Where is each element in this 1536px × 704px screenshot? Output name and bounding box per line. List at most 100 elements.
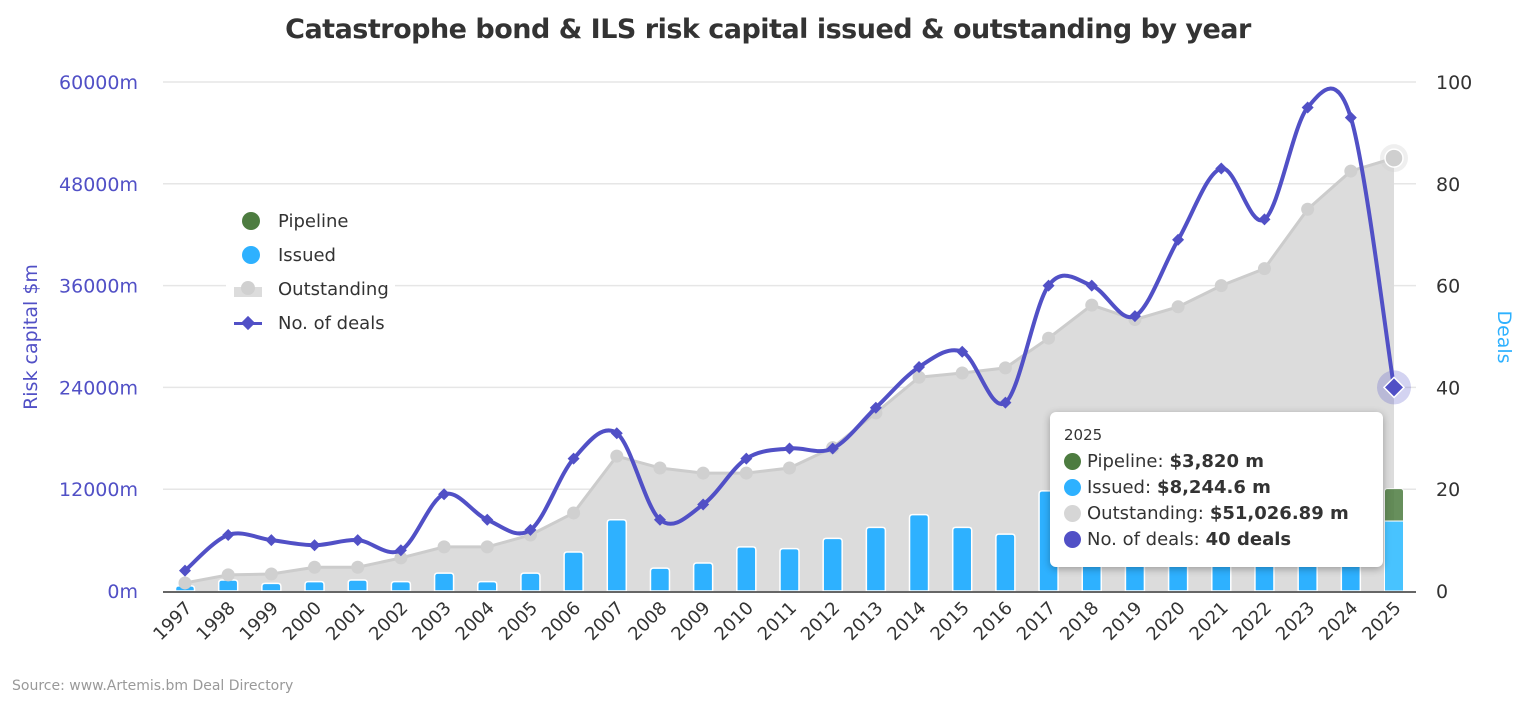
deals-point-2022 xyxy=(1258,213,1271,226)
y2-tick-label: 0 xyxy=(1436,581,1448,603)
outstanding-point-2024 xyxy=(1344,164,1358,178)
deals-point-2000 xyxy=(308,539,321,552)
x-tick-label: 2006 xyxy=(538,598,585,645)
x-tick-label: 1999 xyxy=(236,598,283,645)
tooltip-row-deals: No. of deals: 40 deals xyxy=(1064,526,1369,552)
deals-point-1998 xyxy=(222,529,235,542)
y-tick-label: 36000m xyxy=(59,276,138,298)
outstanding-point-2010 xyxy=(739,466,753,480)
tooltip-row-outstanding: Outstanding: $51,026.89 m xyxy=(1064,500,1369,526)
deals-point-2010 xyxy=(740,452,753,465)
legend-item-issued[interactable]: Issued xyxy=(234,238,389,272)
tooltip: 2025 Pipeline: $3,820 m Issued: $8,244.6 m… xyxy=(1050,412,1383,567)
deals-point-2012 xyxy=(826,442,839,455)
x-tick-label: 2020 xyxy=(1142,598,1189,645)
tooltip-value: $8,244.6 m xyxy=(1157,476,1271,498)
outstanding-point-1998 xyxy=(221,568,235,582)
deals-point-2014 xyxy=(913,361,926,374)
outstanding-point-2004 xyxy=(480,540,494,554)
x-tick-label: 2024 xyxy=(1315,598,1362,645)
outstanding-point-2025 xyxy=(1384,148,1404,168)
tooltip-header: 2025 xyxy=(1064,426,1103,444)
circle-icon xyxy=(1064,452,1081,470)
circle-icon xyxy=(234,211,268,231)
outstanding-point-2007 xyxy=(610,449,624,463)
circle-icon xyxy=(1064,530,1081,548)
tooltip-label: Outstanding: xyxy=(1087,502,1204,524)
legend-item-outstanding[interactable]: Outstanding xyxy=(234,272,389,306)
y-tick-label: 0m xyxy=(107,581,138,603)
x-tick-label: 2017 xyxy=(1013,598,1060,645)
y2-tick-label: 20 xyxy=(1436,479,1460,501)
source-credit[interactable]: Source: www.Artemis.bm Deal Directory xyxy=(12,678,294,694)
y2-tick-label: 80 xyxy=(1436,174,1460,196)
deals-point-2019 xyxy=(1128,310,1141,323)
outstanding-point-2021 xyxy=(1214,279,1228,293)
x-tick-label: 2003 xyxy=(408,598,455,645)
x-tick-label: 2010 xyxy=(711,598,758,645)
y2-tick-label: 100 xyxy=(1436,72,1472,94)
deals-point-2008 xyxy=(653,513,666,526)
bar-issued-2015 xyxy=(951,526,973,592)
tooltip-label: No. of deals: xyxy=(1087,528,1200,550)
legend-label: Pipeline xyxy=(278,210,349,232)
x-tick-label: 2014 xyxy=(883,598,930,645)
bar-issued-2005 xyxy=(520,572,541,592)
deals-point-2006 xyxy=(567,452,580,465)
outstanding-point-2018 xyxy=(1085,298,1099,312)
x-tick-label: 2002 xyxy=(365,598,412,645)
tooltip-value: $3,820 m xyxy=(1169,450,1264,472)
legend-label: No. of deals xyxy=(278,312,385,334)
y-axis-title: Risk capital $m xyxy=(20,264,42,410)
y2-tick-label: 40 xyxy=(1436,377,1460,399)
bar-issued-2013 xyxy=(865,526,887,592)
circle-icon xyxy=(1064,478,1081,496)
x-tick-label: 2013 xyxy=(840,598,887,645)
chart-title: Catastrophe bond & ILS risk capital issu… xyxy=(285,14,1251,45)
deals-point-1999 xyxy=(265,534,278,547)
outstanding-point-1999 xyxy=(264,567,278,581)
x-tick-label: 2018 xyxy=(1056,598,1103,645)
y2-axis-title: Deals xyxy=(1493,310,1515,363)
outstanding-point-2000 xyxy=(308,560,322,574)
x-tick-label: 1998 xyxy=(192,598,239,645)
deals-point-2015 xyxy=(956,345,969,358)
tooltip-row-pipeline: Pipeline: $3,820 m xyxy=(1064,448,1369,474)
x-tick-label: 2001 xyxy=(322,598,369,645)
outstanding-point-2022 xyxy=(1257,262,1271,276)
bar-issued-2009 xyxy=(692,562,714,592)
legend: Pipeline Issued Outstanding No. of deals xyxy=(226,202,395,344)
legend-item-pipeline[interactable]: Pipeline xyxy=(234,204,389,238)
bar-issued-2014 xyxy=(908,513,930,592)
legend-item-deals[interactable]: No. of deals xyxy=(234,306,389,340)
x-tick-label: 2023 xyxy=(1272,598,1319,645)
y2-tick-label: 60 xyxy=(1436,276,1460,298)
outstanding-point-2020 xyxy=(1171,300,1185,314)
line-diamond-icon xyxy=(234,313,268,333)
deals-point-2002 xyxy=(394,544,407,557)
x-tick-label: 2025 xyxy=(1358,598,1405,645)
outstanding-point-2002 xyxy=(394,551,408,565)
deals-point-2021 xyxy=(1215,162,1228,175)
legend-label: Outstanding xyxy=(278,278,389,300)
x-tick-label: 2016 xyxy=(970,598,1017,645)
legend-label: Issued xyxy=(278,244,336,266)
deals-point-2023 xyxy=(1301,101,1314,114)
bar-issued-1999 xyxy=(261,582,282,592)
outstanding-point-2023 xyxy=(1301,202,1315,216)
bar-issued-2003 xyxy=(433,572,455,592)
outstanding-point-2006 xyxy=(567,506,581,520)
deals-point-2013 xyxy=(869,401,882,414)
outstanding-point-2016 xyxy=(998,361,1012,375)
deals-point-2016 xyxy=(999,396,1012,409)
circle-icon xyxy=(234,245,268,265)
y-tick-label: 24000m xyxy=(59,377,138,399)
x-tick-label: 2004 xyxy=(452,598,499,645)
bar-issued-2010 xyxy=(736,546,757,592)
bar-issued-2000 xyxy=(304,580,325,592)
deals-point-2017 xyxy=(1042,279,1055,292)
bar-issued-2001 xyxy=(347,579,368,592)
tooltip-label: Issued: xyxy=(1087,476,1152,498)
x-tick-label: 2000 xyxy=(279,598,326,645)
bar-issued-2002 xyxy=(390,580,412,592)
